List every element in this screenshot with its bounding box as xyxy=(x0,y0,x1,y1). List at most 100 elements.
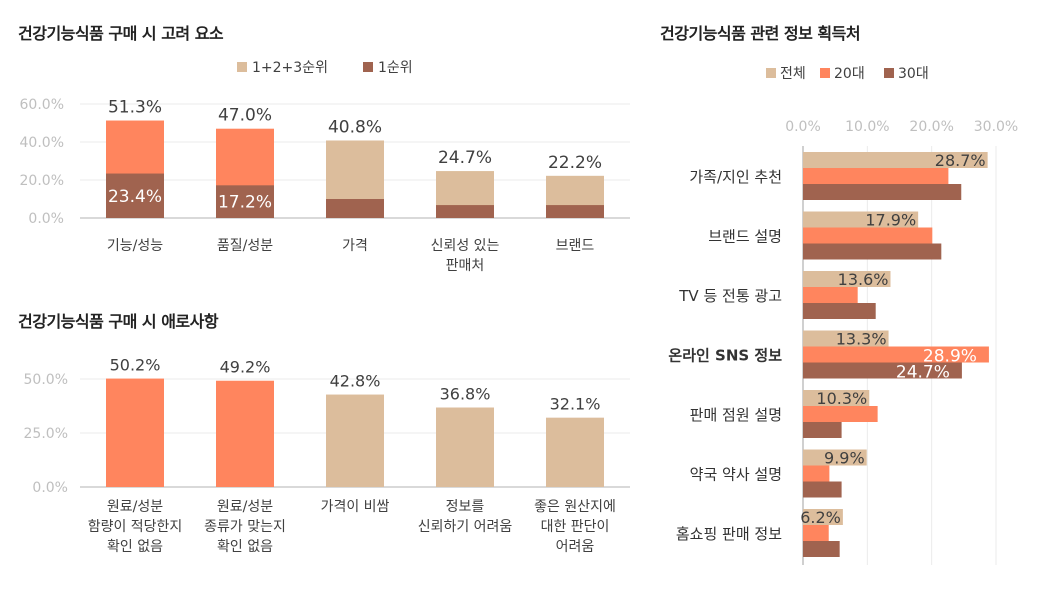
x-tick-label: 10.0% xyxy=(845,119,889,135)
x-tick-label: 품질/성분 xyxy=(217,238,273,254)
bar xyxy=(216,380,274,487)
y-tick-label: 20.0% xyxy=(20,173,64,189)
x-tick-label: 가격 xyxy=(342,238,368,254)
data-label-first: 23.4% xyxy=(108,187,162,207)
x-tick-label: 좋은 원산지에 xyxy=(534,499,616,515)
bar-30대 xyxy=(803,481,842,498)
bar-20대 xyxy=(803,346,989,363)
x-tick-label: 신뢰성 있는 xyxy=(431,238,500,254)
x-tick-label: 0.0% xyxy=(785,119,821,135)
chart1-title: 건강기능식품 구매 시 고려 요소 xyxy=(18,24,224,43)
legend-label-first: 1순위 xyxy=(378,60,413,76)
data-label-first: 17.2% xyxy=(218,193,272,213)
x-tick-label: 대한 판단이 xyxy=(541,519,610,535)
bar-20대 xyxy=(803,465,830,482)
bar xyxy=(326,394,384,487)
data-label: 13.6% xyxy=(838,270,889,289)
legend-label: 20대 xyxy=(834,66,865,82)
bar-전체 xyxy=(803,509,843,525)
bar-전체 xyxy=(803,271,891,287)
bar-전체 xyxy=(803,449,867,466)
bar xyxy=(106,378,164,487)
x-tick-label: 신뢰하기 어려움 xyxy=(418,519,513,535)
y-tick-label: 25.0% xyxy=(24,426,68,442)
x-tick-label: 정보를 xyxy=(446,499,485,515)
data-label: 17.9% xyxy=(865,211,916,230)
data-label: 42.8% xyxy=(330,372,381,391)
legend-swatch xyxy=(766,68,776,78)
x-tick-label: 확인 없음 xyxy=(107,539,163,555)
y-tick-label: 홈쇼핑 판매 정보 xyxy=(676,525,782,543)
bar-first xyxy=(216,185,274,218)
bar-first xyxy=(106,173,164,218)
bar-20대 xyxy=(803,168,949,184)
x-tick-label: 어려움 xyxy=(556,539,595,555)
y-tick-label: 판매 점원 설명 xyxy=(690,406,782,424)
data-label: 10.3% xyxy=(816,389,867,408)
data-label-total: 22.2% xyxy=(548,153,602,173)
data-label-total: 24.7% xyxy=(438,148,492,168)
bar-first xyxy=(436,205,494,218)
x-tick-label: 30.0% xyxy=(974,119,1018,135)
y-tick-label: 50.0% xyxy=(24,372,68,388)
y-tick-label: 온라인 SNS 정보 xyxy=(668,347,782,365)
bar-전체 xyxy=(803,390,870,406)
chart3-title: 건강기능식품 관련 정보 획득처 xyxy=(660,24,861,43)
y-tick-label: 0.0% xyxy=(28,211,64,227)
x-tick-label: 20.0% xyxy=(909,119,953,135)
x-tick-label: 확인 없음 xyxy=(217,539,273,555)
legend-label-total: 1+2+3순위 xyxy=(252,60,328,76)
x-tick-label: 원료/성분 xyxy=(107,499,163,515)
bar-전체 xyxy=(803,152,988,168)
data-label: 28.9% xyxy=(923,347,977,367)
data-label: 36.8% xyxy=(440,385,491,404)
bar-30대 xyxy=(803,303,876,319)
data-label: 6.2% xyxy=(800,508,841,527)
data-label: 50.2% xyxy=(110,356,161,375)
bar-20대 xyxy=(803,227,933,244)
legend-swatch-total xyxy=(237,62,247,72)
bar-30대 xyxy=(803,243,942,260)
bar-first xyxy=(546,205,604,218)
bar-20대 xyxy=(803,287,858,303)
x-tick-label: 판매처 xyxy=(446,258,485,274)
legend-swatch xyxy=(884,68,894,78)
bar-20대 xyxy=(803,525,829,541)
x-tick-label: 원료/성분 xyxy=(217,499,273,515)
y-tick-label: TV 등 전통 광고 xyxy=(678,287,782,305)
data-label: 28.7% xyxy=(935,151,986,170)
y-tick-label: 브랜드 설명 xyxy=(708,228,782,246)
y-tick-label: 60.0% xyxy=(20,97,64,113)
bar xyxy=(436,407,494,487)
data-label: 13.3% xyxy=(836,330,887,349)
data-label: 9.9% xyxy=(824,449,865,468)
data-label: 32.1% xyxy=(550,395,601,414)
x-tick-label: 가격이 비쌈 xyxy=(321,499,390,515)
x-tick-label: 브랜드 xyxy=(556,238,595,254)
x-tick-label: 종류가 맞는지 xyxy=(204,519,286,535)
data-label-total: 40.8% xyxy=(328,117,382,137)
bar xyxy=(546,417,604,487)
y-tick-label: 가족/지인 추천 xyxy=(689,168,782,186)
bar-전체 xyxy=(803,211,919,228)
bar-30대 xyxy=(803,541,840,557)
legend-swatch xyxy=(820,68,830,78)
legend-label: 전체 xyxy=(780,66,806,82)
x-tick-label: 기능/성능 xyxy=(107,238,163,254)
bar-전체 xyxy=(803,330,889,347)
data-label-total: 51.3% xyxy=(108,98,162,118)
data-label: 24.7% xyxy=(896,363,950,383)
bar-20대 xyxy=(803,406,878,422)
data-label: 49.2% xyxy=(220,358,271,377)
data-label-total: 47.0% xyxy=(218,106,272,126)
bar-30대 xyxy=(803,422,842,438)
bar-first xyxy=(326,199,384,218)
x-tick-label: 함량이 적당한지 xyxy=(88,519,183,535)
y-tick-label: 약국 약사 설명 xyxy=(690,466,782,484)
y-tick-label: 40.0% xyxy=(20,135,64,151)
legend-label: 30대 xyxy=(898,66,929,82)
bar-30대 xyxy=(803,362,962,379)
chart2-title: 건강기능식품 구매 시 애로사항 xyxy=(18,312,219,331)
y-tick-label: 0.0% xyxy=(32,480,68,496)
